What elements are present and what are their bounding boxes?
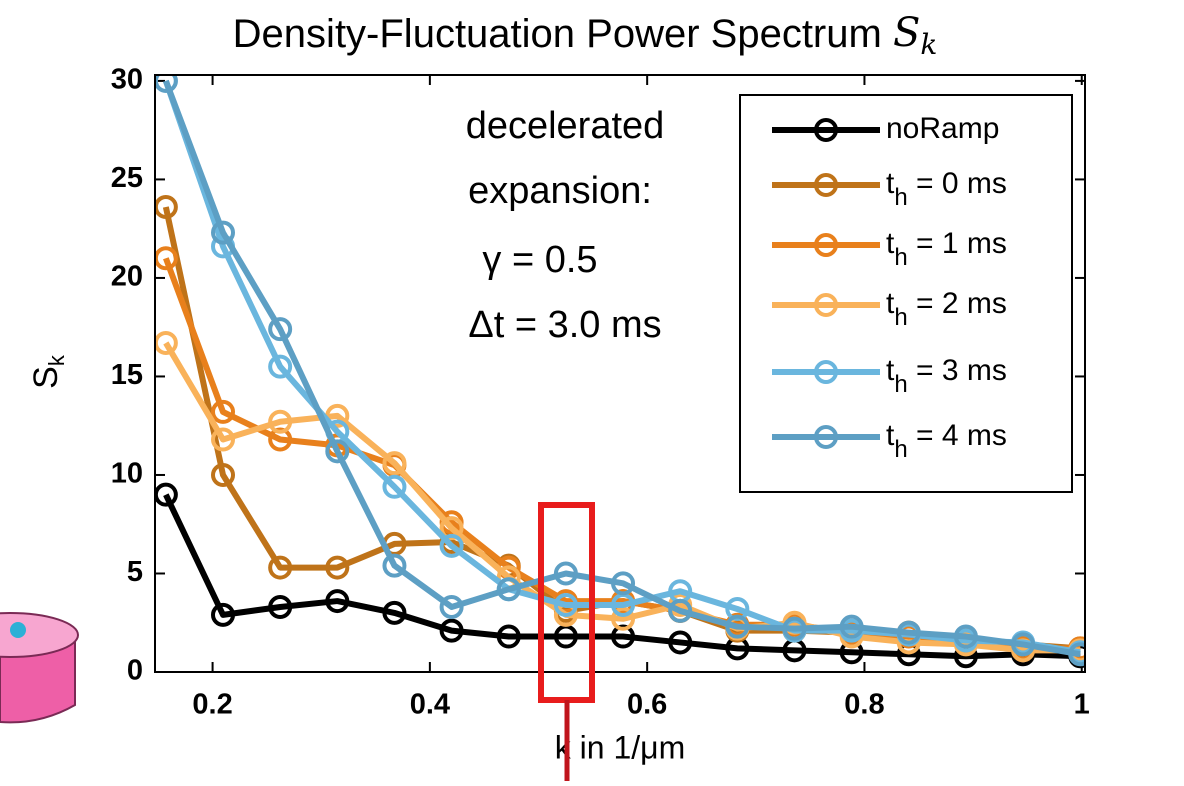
data-point bbox=[268, 427, 293, 452]
legend-label: th = 3 ms bbox=[886, 354, 1007, 398]
data-point bbox=[839, 614, 864, 639]
annotation: decelerated expansion: γ = 0.5 Δt = 3.0 … bbox=[466, 105, 665, 346]
data-point bbox=[896, 620, 921, 645]
legend-marker bbox=[814, 425, 838, 449]
data-point bbox=[611, 571, 636, 596]
annotation-line: Δt = 3.0 ms bbox=[468, 304, 661, 346]
data-point bbox=[211, 602, 236, 627]
data-point bbox=[1068, 642, 1085, 667]
legend-box bbox=[739, 94, 1073, 493]
data-point bbox=[382, 600, 407, 625]
legend-marker bbox=[814, 173, 838, 197]
data-point bbox=[553, 561, 578, 586]
data-point bbox=[725, 596, 750, 621]
data-point bbox=[268, 317, 293, 342]
legend-marker bbox=[814, 360, 838, 384]
data-point bbox=[611, 624, 636, 649]
legend-label: th = 4 ms bbox=[886, 419, 1007, 463]
annotation-line: expansion: bbox=[468, 170, 652, 212]
chart-title: Density-Fluctuation Power Spectrum Sk bbox=[233, 10, 938, 61]
data-point bbox=[496, 624, 521, 649]
data-point bbox=[439, 533, 464, 558]
data-point bbox=[439, 618, 464, 643]
data-point bbox=[211, 462, 236, 487]
cylinder-illustration bbox=[0, 612, 79, 724]
data-point bbox=[268, 409, 293, 434]
data-point bbox=[668, 630, 693, 655]
data-point bbox=[211, 427, 236, 452]
x-tick-label: 0.8 bbox=[844, 689, 884, 721]
x-tick-label: 0.6 bbox=[627, 689, 667, 721]
data-point bbox=[439, 594, 464, 619]
legend-label: th = 2 ms bbox=[886, 287, 1007, 331]
legend-marker bbox=[814, 293, 838, 317]
y-tick-label: 20 bbox=[111, 261, 143, 293]
data-point bbox=[725, 614, 750, 639]
data-point bbox=[211, 399, 236, 424]
x-tick-label: 1 bbox=[1074, 689, 1090, 721]
y-tick-label: 25 bbox=[111, 162, 143, 194]
data-point bbox=[1011, 632, 1036, 657]
data-point bbox=[611, 606, 636, 631]
y-axis-label: Sk bbox=[27, 354, 69, 389]
data-point bbox=[668, 598, 693, 623]
y-tick-label: 30 bbox=[111, 64, 143, 96]
legend-label: th = 1 ms bbox=[886, 227, 1007, 271]
data-point bbox=[325, 589, 350, 614]
y-tick-label: 5 bbox=[127, 556, 143, 588]
data-point bbox=[496, 577, 521, 602]
data-point bbox=[439, 516, 464, 541]
data-point bbox=[553, 593, 578, 618]
data-point bbox=[268, 354, 293, 379]
x-tick-label: 0.4 bbox=[410, 689, 450, 721]
y-tick-label: 10 bbox=[111, 458, 143, 490]
data-point bbox=[953, 624, 978, 649]
series-line bbox=[163, 493, 1081, 660]
series-line bbox=[163, 341, 1081, 654]
data-point bbox=[268, 555, 293, 580]
data-point bbox=[325, 439, 350, 464]
data-point bbox=[382, 451, 407, 476]
data-point bbox=[211, 220, 236, 245]
data-point bbox=[382, 474, 407, 499]
y-tick-label: 0 bbox=[127, 655, 143, 687]
data-point bbox=[325, 555, 350, 580]
x-tick-label: 0.2 bbox=[192, 689, 232, 721]
plot-frame bbox=[154, 74, 1086, 673]
data-point bbox=[382, 553, 407, 578]
data-point bbox=[782, 616, 807, 641]
annotation-line: decelerated bbox=[466, 105, 665, 147]
legend-marker bbox=[814, 233, 838, 257]
annotation-line: γ = 0.5 bbox=[482, 239, 597, 281]
legend-label: th = 0 ms bbox=[886, 167, 1007, 211]
y-tick-label: 15 bbox=[111, 359, 143, 391]
x-axis-label: k in 1/μm bbox=[555, 729, 685, 765]
legend-label: noRamp bbox=[886, 112, 999, 145]
data-point bbox=[268, 594, 293, 619]
series-line bbox=[163, 79, 1081, 658]
legend-marker bbox=[814, 118, 838, 142]
